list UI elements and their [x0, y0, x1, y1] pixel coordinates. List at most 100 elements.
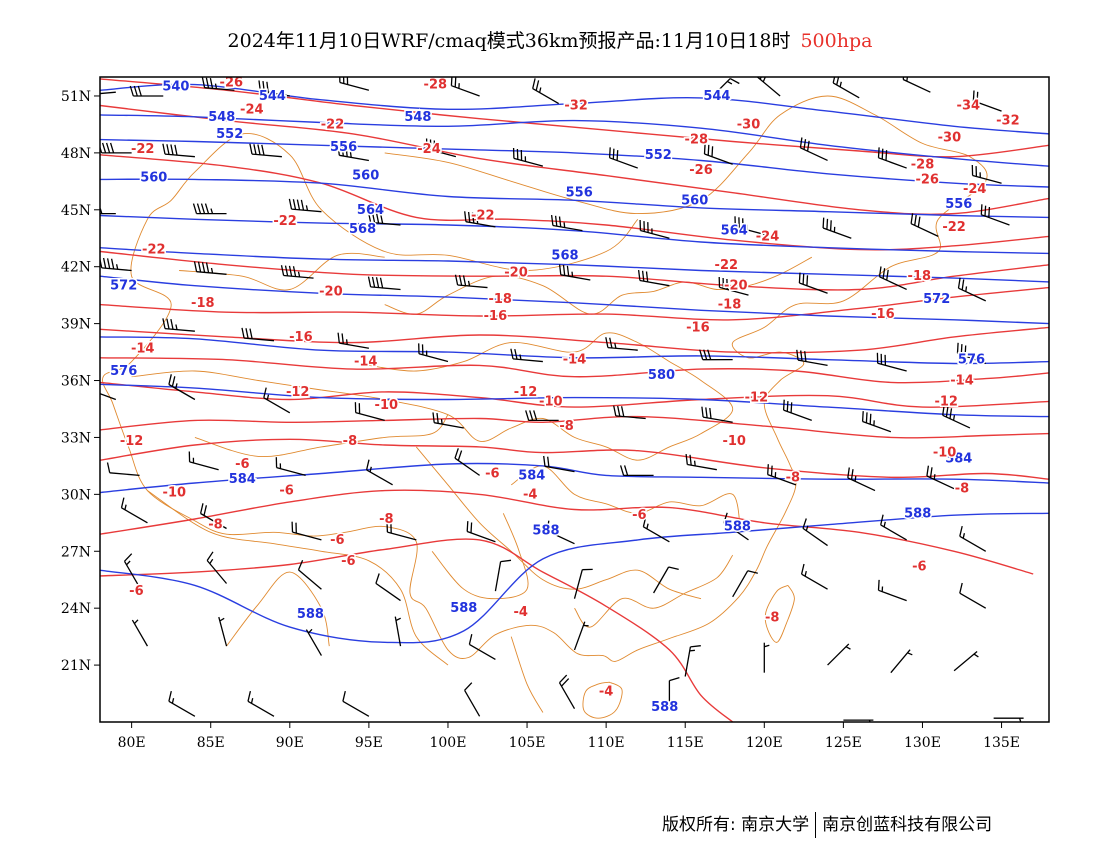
temperature-contour-label: -12 — [514, 385, 538, 400]
temperature-contour-label: -22 — [273, 214, 297, 229]
wind-barb — [608, 147, 638, 169]
wind-barb — [942, 404, 971, 429]
temperature-contour-label: -14 — [950, 374, 974, 389]
wind-barb — [573, 621, 589, 651]
wind-barb — [525, 410, 559, 422]
height-contour-label: 560 — [140, 171, 167, 186]
wind-barb — [512, 147, 544, 167]
temperature-contour-label: -6 — [330, 533, 344, 548]
temperature-contour-label: -6 — [279, 484, 293, 499]
copyright-text: 版权所有: 南京大学 — [662, 815, 810, 835]
temperature-contour-label: -10 — [163, 486, 187, 501]
temperature-contour-label: -34 — [957, 99, 981, 114]
title-main: 2024年11月10日WRF/cmaq模式36km预报产品:11月10日18时 — [227, 30, 791, 52]
x-tick-label: 135E — [983, 735, 1020, 751]
temperature-contour-label: -24 — [756, 229, 780, 244]
wind-barb — [168, 374, 196, 401]
wind-barb — [100, 142, 132, 154]
wind-barb — [464, 682, 481, 717]
wind-barb — [877, 147, 907, 169]
wind-barb — [782, 399, 812, 421]
height-contour-label: 588 — [450, 601, 477, 616]
wind-barb — [546, 520, 575, 545]
height-contour — [100, 275, 1049, 325]
y-tick-label: 48N — [61, 146, 91, 162]
plot-frame — [99, 76, 1050, 723]
temperature-contour-label: -14 — [563, 353, 587, 368]
height-contour-label: 556 — [945, 197, 972, 212]
wind-barb — [305, 628, 322, 656]
wind-barb — [902, 77, 931, 93]
height-contour — [100, 214, 1049, 255]
temperature-contour-label: -26 — [220, 76, 244, 91]
temperature-contour-label: -20 — [319, 284, 343, 299]
height-contour-label: 576 — [110, 364, 137, 379]
temperature-contour-label: -32 — [564, 99, 588, 114]
wind-barb — [337, 332, 369, 349]
wind-barb — [763, 642, 770, 673]
wind-barb — [532, 78, 560, 105]
y-tick-label: 39N — [61, 317, 91, 333]
wind-barb — [550, 215, 583, 232]
wind-barb — [972, 90, 1002, 112]
wind-barb — [342, 690, 370, 717]
footer: 版权所有: 南京大学 南京创蓝科技有限公司 — [662, 810, 992, 838]
wind-barb — [718, 276, 749, 296]
wind-barb — [723, 512, 749, 541]
temperature-contour-label: -10 — [375, 398, 399, 413]
temperature-contour-label: -12 — [745, 391, 769, 406]
height-contour-label: 588 — [297, 607, 324, 622]
wind-barb — [796, 349, 828, 366]
wind-barb — [732, 570, 758, 598]
wind-barb — [802, 518, 828, 547]
wind-barb — [639, 219, 670, 239]
boundary-line — [179, 252, 385, 291]
temperature-contour-label: -6 — [632, 508, 646, 523]
wind-barb — [100, 91, 116, 95]
wind-barb — [247, 690, 275, 717]
wind-barb — [798, 272, 828, 294]
temperature-contour-label: -6 — [912, 559, 926, 574]
temperature-contour-label: -8 — [559, 419, 573, 434]
boundary-line — [226, 571, 330, 647]
wind-barb — [193, 261, 227, 275]
height-contour — [100, 178, 1049, 219]
temperature-contour-label: -20 — [504, 265, 528, 280]
temperature-contour-label: -14 — [354, 355, 378, 370]
height-contour — [100, 83, 1049, 135]
y-tick-label: 24N — [61, 601, 91, 617]
temperature-contour-label: -8 — [765, 611, 779, 626]
wind-barb — [822, 217, 852, 239]
height-contour-label: 572 — [923, 292, 950, 307]
wind-barb — [162, 318, 195, 332]
height-contour-label: 588 — [724, 520, 751, 535]
wind-barb — [832, 77, 860, 99]
wind-barb — [468, 634, 496, 660]
x-tick-label: 125E — [825, 735, 862, 751]
temperature-contour-label: -16 — [289, 330, 313, 345]
wind-barb — [168, 690, 196, 717]
temperature-contour-label: -24 — [963, 182, 987, 197]
y-tick-label: 36N — [61, 374, 91, 390]
wind-barb — [192, 203, 227, 215]
temperature-contour-label: -6 — [129, 584, 143, 599]
height-contour-label: 580 — [648, 368, 675, 383]
height-contour-label: 556 — [566, 186, 593, 201]
y-tick-label: 33N — [61, 430, 91, 446]
temperature-contour-label: -8 — [379, 512, 393, 527]
wind-barb — [613, 405, 646, 420]
height-contour — [100, 336, 1049, 365]
wind-barb — [339, 77, 370, 91]
wind-barb — [464, 211, 496, 228]
boundary-line — [321, 332, 734, 461]
height-contour — [100, 247, 1049, 283]
height-contour-label: 572 — [110, 279, 137, 294]
wind-barb — [297, 560, 322, 590]
temperature-contour — [100, 381, 1049, 408]
wind-barb — [876, 352, 907, 372]
wind-barb — [450, 77, 480, 97]
wind-barb — [843, 719, 874, 722]
wind-barb — [699, 349, 733, 361]
wind-barb — [241, 327, 275, 342]
wind-barb — [394, 616, 402, 647]
